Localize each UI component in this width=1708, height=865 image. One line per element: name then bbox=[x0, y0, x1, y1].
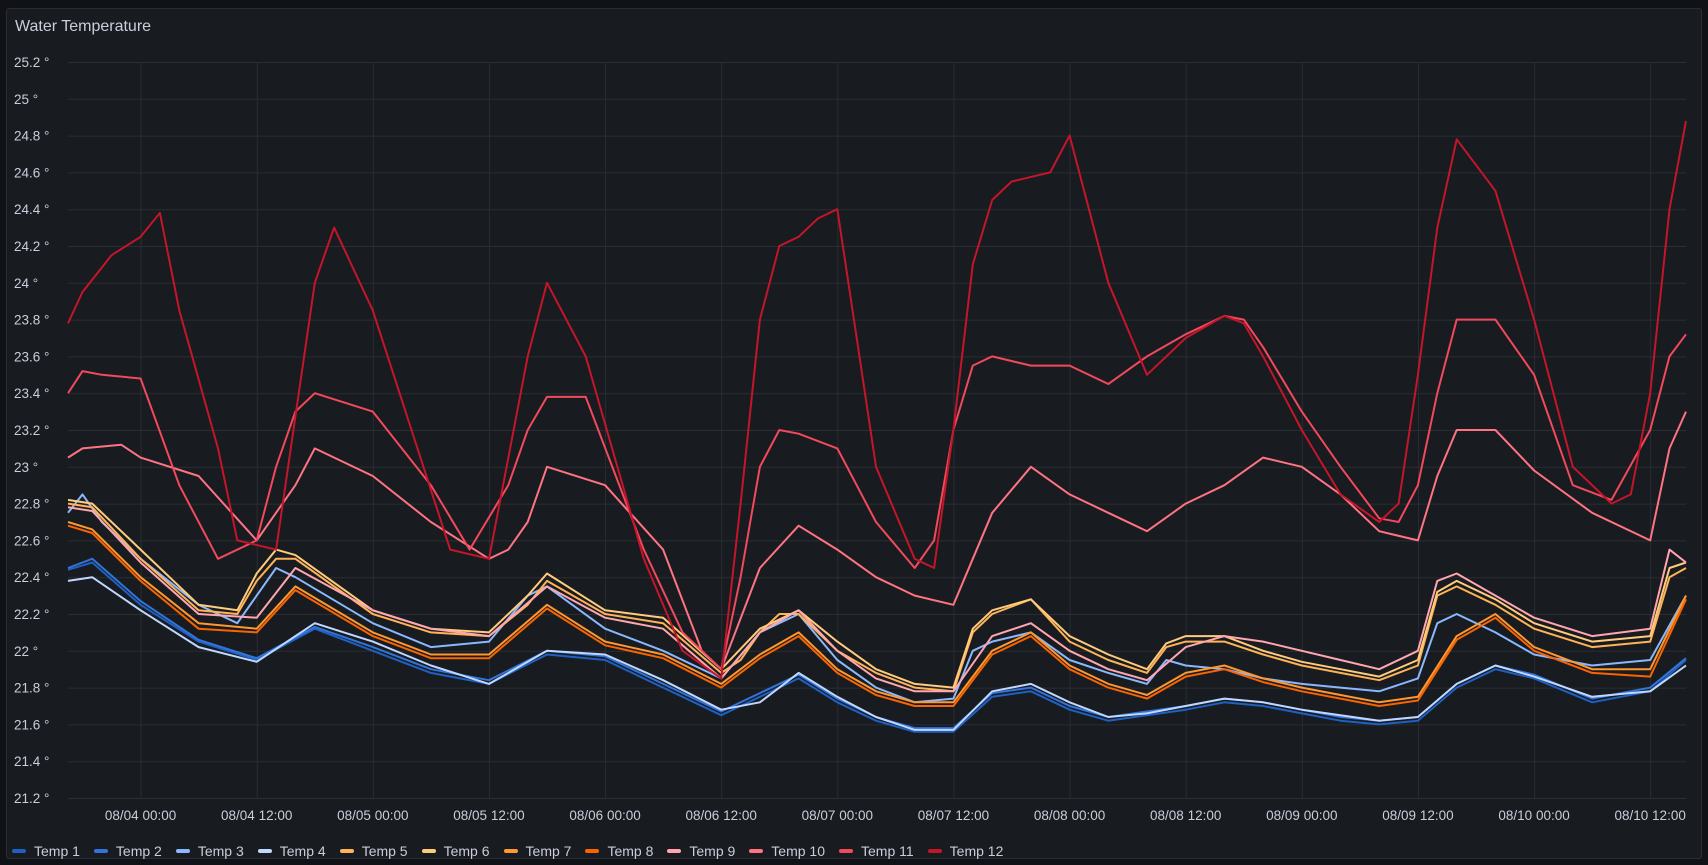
y-tick-label: 23.6 ° bbox=[14, 349, 49, 364]
series-line-temp-11[interactable] bbox=[67, 314, 1687, 671]
y-tick-label: 21.6 ° bbox=[14, 717, 49, 732]
series-line-temp-9[interactable] bbox=[67, 506, 1687, 693]
legend-item-temp-12[interactable]: Temp 12 bbox=[927, 843, 1004, 859]
legend-label: Temp 7 bbox=[525, 843, 572, 859]
y-tick-label: 24.4 ° bbox=[14, 202, 49, 217]
legend-item-temp-9[interactable]: Temp 9 bbox=[667, 843, 735, 859]
x-tick-label: 08/07 00:00 bbox=[802, 808, 873, 823]
x-tick-label: 08/07 12:00 bbox=[918, 808, 989, 823]
legend-swatch bbox=[749, 849, 764, 853]
legend-item-temp-11[interactable]: Temp 11 bbox=[839, 843, 914, 859]
x-tick-label: 08/09 00:00 bbox=[1266, 808, 1337, 823]
legend-swatch bbox=[257, 849, 272, 853]
y-tick-label: 22.6 ° bbox=[14, 533, 49, 548]
y-tick-label: 23.8 ° bbox=[14, 313, 49, 328]
legend: Temp 1 Temp 2 Temp 3 Temp 4 Temp 5 Temp 6 Temp… bbox=[12, 843, 1017, 859]
x-tick-label: 08/06 12:00 bbox=[686, 808, 757, 823]
y-tick-label: 25.2 ° bbox=[14, 55, 49, 70]
y-tick-label: 22.4 ° bbox=[14, 570, 49, 585]
y-tick-label: 21.4 ° bbox=[14, 754, 49, 769]
legend-item-temp-5[interactable]: Temp 5 bbox=[339, 843, 408, 859]
x-tick-label: 08/08 00:00 bbox=[1034, 808, 1105, 823]
y-tick-label: 22.2 ° bbox=[14, 607, 49, 622]
y-tick-label: 23.4 ° bbox=[14, 386, 49, 401]
series-line-temp-7[interactable] bbox=[67, 521, 1687, 704]
legend-label: Temp 2 bbox=[115, 843, 162, 859]
x-tick-label: 08/04 00:00 bbox=[105, 808, 176, 823]
series-line-temp-3[interactable] bbox=[67, 493, 1687, 704]
legend-swatch bbox=[927, 849, 942, 853]
legend-item-temp-8[interactable]: Temp 8 bbox=[585, 843, 653, 859]
legend-label: Temp 10 bbox=[771, 843, 825, 859]
y-tick-label: 24 ° bbox=[14, 276, 38, 291]
y-tick-label: 24.6 ° bbox=[14, 165, 49, 180]
x-tick-label: 08/05 00:00 bbox=[337, 808, 408, 823]
x-tick-label: 08/10 00:00 bbox=[1498, 808, 1569, 823]
series-line-temp-4[interactable] bbox=[67, 576, 1687, 731]
legend-item-temp-4[interactable]: Temp 4 bbox=[257, 843, 326, 859]
legend-label: Temp 4 bbox=[279, 843, 326, 859]
legend-label: Temp 8 bbox=[607, 843, 654, 859]
legend-item-temp-10[interactable]: Temp 10 bbox=[749, 843, 825, 859]
x-tick-label: 08/05 12:00 bbox=[453, 808, 524, 823]
legend-swatch bbox=[339, 849, 354, 853]
legend-item-temp-3[interactable]: Temp 3 bbox=[175, 843, 244, 859]
y-tick-label: 22.8 ° bbox=[14, 497, 49, 512]
y-tick-label: 21.8 ° bbox=[14, 681, 49, 696]
series-line-temp-10[interactable] bbox=[67, 411, 1687, 671]
series-line-temp-12[interactable] bbox=[67, 120, 1687, 680]
legend-label: Temp 6 bbox=[443, 843, 490, 859]
legend-swatch bbox=[12, 849, 26, 853]
series-line-temp-5[interactable] bbox=[67, 502, 1687, 693]
y-tick-label: 23.2 ° bbox=[14, 423, 49, 438]
legend-item-temp-1[interactable]: Temp 1 bbox=[12, 843, 80, 859]
series-line-temp-8[interactable] bbox=[67, 524, 1687, 707]
y-tick-label: 24.8 ° bbox=[14, 129, 49, 144]
x-tick-label: 08/06 00:00 bbox=[569, 808, 640, 823]
legend-label: Temp 9 bbox=[689, 843, 736, 859]
legend-swatch bbox=[93, 849, 108, 853]
series-line-temp-6[interactable] bbox=[67, 498, 1687, 689]
legend-label: Temp 3 bbox=[197, 843, 244, 859]
panel-title: Water Temperature bbox=[15, 18, 152, 35]
y-tick-label: 25 ° bbox=[14, 92, 38, 107]
legend-swatch bbox=[585, 849, 600, 853]
x-tick-label: 08/09 12:00 bbox=[1382, 808, 1453, 823]
legend-label: Temp 11 bbox=[861, 843, 914, 859]
legend-item-temp-6[interactable]: Temp 6 bbox=[421, 843, 490, 859]
series-line-temp-1[interactable] bbox=[67, 561, 1687, 733]
series-line-temp-2[interactable] bbox=[67, 557, 1687, 730]
legend-swatch bbox=[667, 849, 682, 853]
y-tick-label: 21.2 ° bbox=[14, 791, 49, 806]
y-tick-label: 22 ° bbox=[14, 644, 38, 659]
legend-item-temp-2[interactable]: Temp 2 bbox=[93, 843, 162, 859]
y-tick-label: 23 ° bbox=[14, 460, 38, 475]
legend-label: Temp 1 bbox=[34, 843, 80, 859]
y-tick-label: 24.2 ° bbox=[14, 239, 49, 254]
legend-swatch bbox=[839, 849, 853, 853]
legend-item-temp-7[interactable]: Temp 7 bbox=[503, 843, 572, 859]
legend-swatch bbox=[421, 849, 436, 853]
legend-swatch bbox=[175, 849, 190, 853]
x-tick-label: 08/04 12:00 bbox=[221, 808, 292, 823]
legend-label: Temp 12 bbox=[949, 843, 1004, 859]
legend-swatch bbox=[503, 849, 518, 853]
legend-label: Temp 5 bbox=[361, 843, 408, 859]
x-tick-label: 08/10 12:00 bbox=[1615, 808, 1686, 823]
x-tick-label: 08/08 12:00 bbox=[1150, 808, 1221, 823]
